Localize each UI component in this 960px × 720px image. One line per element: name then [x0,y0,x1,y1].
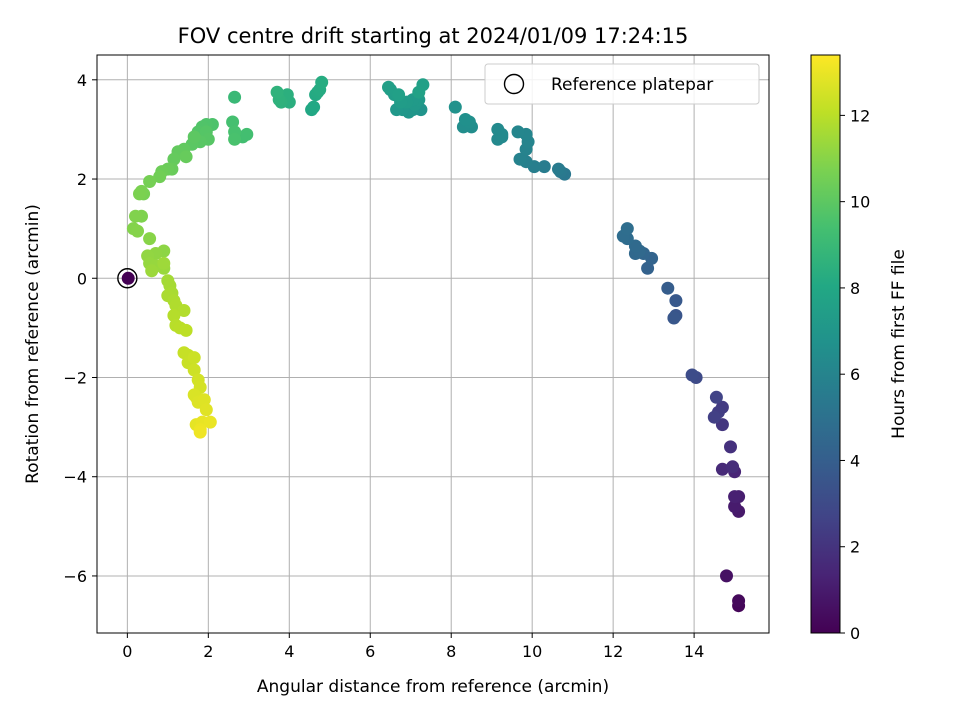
data-point [511,125,525,139]
x-tick-label: 2 [203,642,213,661]
data-point [552,162,565,176]
x-tick-label: 4 [284,642,294,661]
data-point [177,346,191,360]
data-point [203,415,217,429]
y-axis-ticks: 4 2 0 −2 −4 −6 [63,71,97,586]
data-point [133,187,146,201]
data-point [177,304,191,317]
data-point [228,90,242,104]
reference-circle [117,268,138,289]
data-point [145,264,159,278]
plot-area: 0 2 4 6 8 10 12 14 4 2 0 −2 −4 −6 [63,54,770,661]
plot-frame [96,54,770,634]
data-point [167,309,181,322]
data-point [179,150,193,164]
colorbar-ticks: 0 2 4 6 8 10 12 [840,106,870,643]
x-tick-label: 0 [122,642,132,661]
data-point [187,130,201,144]
data-point [728,500,742,513]
x-tick-label: 10 [522,642,542,661]
data-point [143,232,157,246]
data-point [131,224,144,238]
y-tick-label: 2 [77,170,87,189]
data-point [382,80,395,94]
data-point [179,323,193,337]
data-point [661,281,675,295]
y-axis-label: Rotation from reference (arcmin) [23,204,43,484]
colorbar-gradient [810,54,841,634]
reference-platepar-marker [117,268,138,289]
data-point [307,100,321,114]
data-point [707,410,721,424]
data-point [641,261,655,275]
data-point [732,594,746,608]
data-point [199,403,213,417]
data-point [157,256,171,270]
legend-label-reference-platepar: Reference platepar [551,75,713,95]
data-point [669,294,683,308]
colorbar-tick-label: 4 [850,451,860,470]
x-axis-ticks: 0 2 4 6 8 10 12 14 [122,633,704,661]
legend-box [484,63,760,105]
colorbar-tick-label: 2 [850,538,860,557]
data-point [315,75,329,89]
data-point [448,100,462,114]
chart-title: FOV centre drift starting at 2024/01/09 … [178,24,689,48]
colorbar-tick-label: 10 [850,193,870,212]
colorbar-tick-label: 0 [850,624,860,643]
x-tick-label: 6 [365,642,375,661]
y-tick-label: −6 [63,567,87,586]
data-point [129,209,142,223]
data-point [121,271,135,285]
data-point [193,425,207,439]
data-point [270,85,284,99]
data-point [724,440,737,454]
data-point [153,170,167,184]
data-point [143,175,157,188]
y-tick-label: 4 [77,71,87,90]
data-point [709,390,723,404]
x-tick-label: 12 [603,642,623,661]
colorbar-tick-label: 6 [850,365,860,384]
y-tick-label: −4 [63,468,87,487]
data-point [187,351,201,365]
y-tick-label: 0 [77,269,87,288]
data-point [167,152,181,166]
data-point [228,132,242,146]
colorbar-tick-label: 8 [850,279,860,298]
colorbar: 0 2 4 6 8 10 12 Hours from first FF file [810,54,909,643]
x-tick-label: 14 [684,642,704,661]
data-point [187,363,201,377]
data-point [226,115,240,129]
colorbar-label: Hours from first FF file [889,249,909,439]
data-point [726,460,740,474]
y-tick-label: −2 [63,368,87,387]
colorbar-tick-label: 12 [850,106,870,125]
x-tick-label: 8 [446,642,456,661]
x-axis-label: Angular distance from reference (arcmin) [257,677,609,697]
legend-reference-marker [503,73,525,95]
data-point [620,222,634,236]
data-point [513,152,527,166]
data-point [720,569,733,583]
data-point [715,462,729,476]
data-point [491,122,505,136]
legend: Reference platepar [484,63,760,105]
data-point [240,127,254,141]
data-point [412,85,426,99]
data-point [685,368,699,382]
data-point [728,490,742,504]
data-point [537,160,551,174]
scatter-points [121,75,746,613]
data-point [392,88,406,102]
data-point [458,113,472,126]
data-point [667,311,681,325]
data-point [197,393,211,407]
